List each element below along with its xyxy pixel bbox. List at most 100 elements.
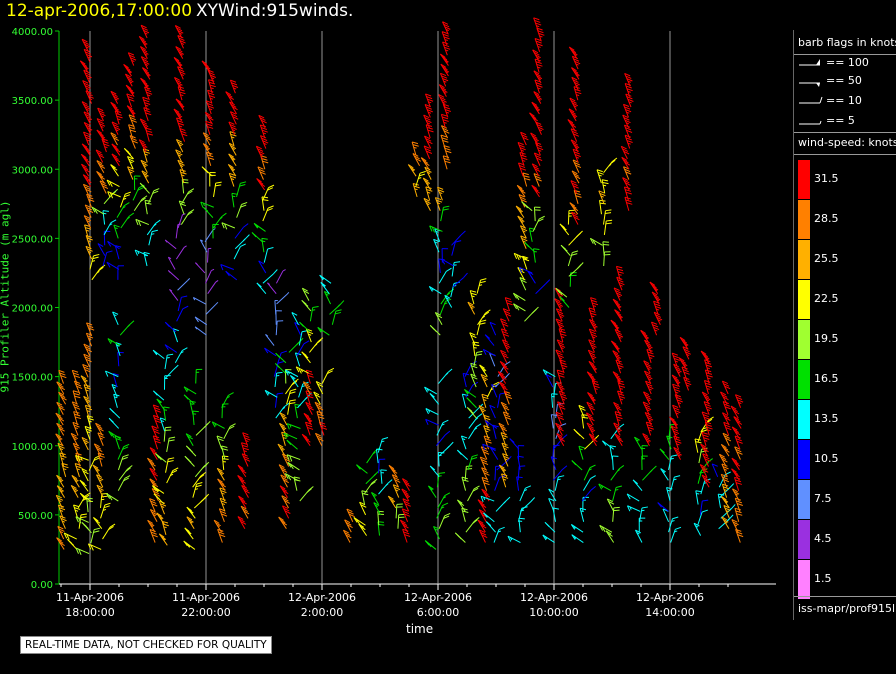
barb-feather <box>127 324 131 328</box>
barb-staff <box>73 504 79 519</box>
barb-staff <box>201 60 211 73</box>
wind-barb <box>80 153 90 167</box>
barb-feather <box>75 516 79 523</box>
barb-feather <box>301 433 308 439</box>
barb-feather <box>575 84 579 87</box>
barb-feather <box>164 239 168 243</box>
barb-feather <box>575 63 579 66</box>
wind-barb <box>56 485 66 498</box>
barb-feather <box>521 134 528 138</box>
barb-feather <box>483 399 487 402</box>
barb-feather <box>571 67 577 72</box>
wind-barb <box>532 215 545 232</box>
wind-barb <box>207 247 212 263</box>
wind-barb <box>192 297 206 305</box>
barb-feather <box>569 97 576 102</box>
wind-barb <box>56 381 65 395</box>
barb-feather <box>243 223 249 228</box>
wind-barb <box>134 249 149 257</box>
barb-feather <box>533 187 539 192</box>
wind-barb <box>73 380 83 395</box>
barb-staff <box>425 124 431 139</box>
wind-barb <box>735 528 744 543</box>
barb-feather <box>568 108 575 113</box>
barb-feather <box>403 510 410 515</box>
barb-feather <box>222 455 229 458</box>
barb-staff <box>156 512 165 525</box>
barb-feather <box>535 178 542 182</box>
barb-staff <box>480 446 488 460</box>
barb-feather <box>428 286 433 292</box>
barb-feather <box>150 500 157 504</box>
barb-staff <box>177 214 183 229</box>
wind-barb <box>573 189 582 204</box>
barb-staff <box>106 179 120 187</box>
barb-feather <box>82 166 89 171</box>
wind-barb <box>440 113 449 128</box>
barb-feather <box>174 77 180 81</box>
barb-feather <box>148 460 155 465</box>
barb-staff <box>359 502 367 516</box>
wind-barb <box>83 395 91 409</box>
barb-feather <box>267 187 274 191</box>
barb-staff <box>731 457 740 471</box>
barb-staff <box>229 79 236 94</box>
wind-barb <box>143 107 152 122</box>
barb-feather <box>533 248 540 251</box>
barb-feather <box>195 484 202 488</box>
barb-feather <box>441 125 448 129</box>
barb-staff <box>80 375 89 388</box>
barb-feather <box>232 84 239 88</box>
barb-feather <box>301 323 304 327</box>
wind-barb <box>147 188 160 205</box>
barb-staff <box>373 502 382 516</box>
barb-feather <box>481 410 485 413</box>
barb-feather <box>308 486 314 491</box>
barb-feather <box>147 457 153 462</box>
barb-feather <box>521 199 527 203</box>
barb-feather <box>502 404 509 408</box>
barb-feather <box>562 367 566 370</box>
wind-barb <box>552 465 568 481</box>
wind-barb <box>194 326 207 336</box>
barb-feather <box>98 479 102 482</box>
wind-barb <box>670 526 682 543</box>
barb-feather <box>112 386 116 389</box>
barb-feather <box>617 469 621 472</box>
barb-staff <box>442 104 449 118</box>
wind-barb <box>356 464 368 474</box>
barb-feather <box>560 346 564 350</box>
barb-feather <box>98 110 105 114</box>
wind-barb <box>478 405 486 419</box>
barb-feather <box>474 517 480 522</box>
barb-feather <box>81 143 88 148</box>
barb-feather <box>154 407 161 411</box>
barb-feather <box>472 519 478 524</box>
wind-barb <box>278 464 288 478</box>
wind-barb <box>256 178 266 191</box>
barb-feather <box>434 528 438 531</box>
barb-feather <box>96 448 103 453</box>
barb-feather <box>287 462 292 468</box>
barb-feather <box>61 520 66 523</box>
wind-barb <box>697 509 708 526</box>
barb-staff <box>548 498 555 512</box>
barb-feather <box>504 344 511 348</box>
barb-feather <box>130 137 137 141</box>
barb-feather <box>84 168 90 173</box>
barb-feather <box>177 154 182 157</box>
barb-feather <box>606 219 613 222</box>
barb-feather <box>320 282 326 287</box>
barb-staff <box>258 115 266 129</box>
barb-feather <box>445 70 449 74</box>
wind-barb <box>378 479 393 495</box>
barb-staff <box>127 52 135 66</box>
barb-feather <box>291 312 298 316</box>
barb-feather <box>387 479 393 484</box>
barb-feather <box>437 186 444 190</box>
wind-barb <box>402 528 411 543</box>
barb-feather <box>73 477 79 482</box>
barb-feather <box>80 457 83 461</box>
barb-staff <box>58 370 64 384</box>
